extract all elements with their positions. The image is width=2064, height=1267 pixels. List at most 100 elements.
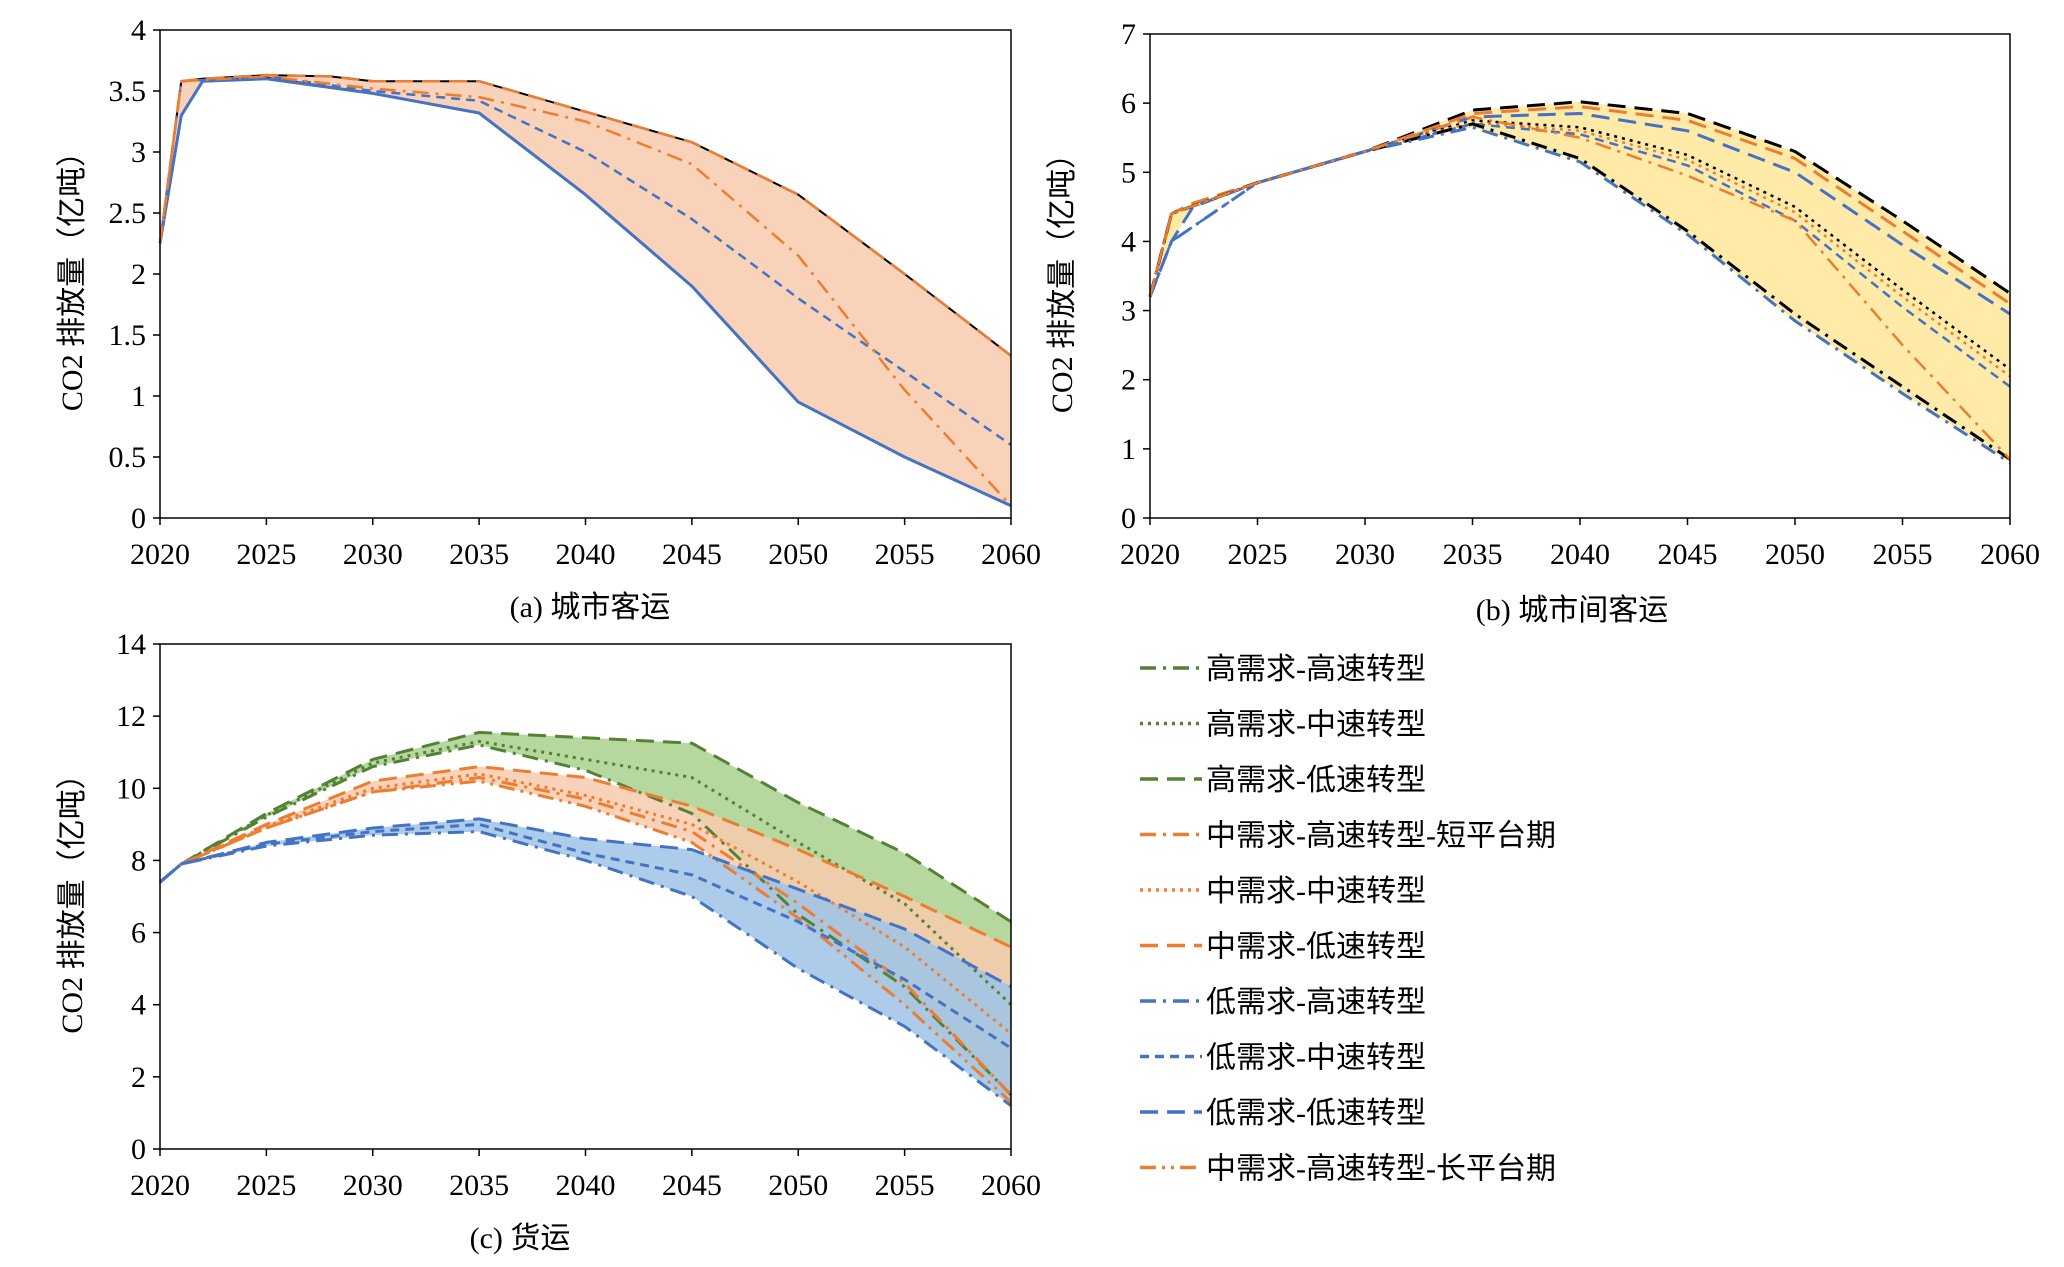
panel-b-x-tick-label: 2055 bbox=[1873, 538, 1933, 571]
panel-a-y-tick-label: 3 bbox=[131, 136, 146, 169]
panel-b-x-tick-label: 2045 bbox=[1658, 538, 1718, 571]
panel-c-band-0 bbox=[160, 732, 1011, 1095]
panel-b-bands bbox=[1150, 101, 2010, 463]
legend-label-3: 中需求-高速转型-短平台期 bbox=[1206, 820, 1556, 853]
panel-b-x-tick-label: 2050 bbox=[1765, 538, 1825, 571]
panel-a-y-tick-label: 2 bbox=[131, 258, 146, 291]
panel-a-x-tick-label: 2025 bbox=[236, 538, 296, 571]
panel-a-band-0 bbox=[160, 75, 1011, 506]
panel-b-x-tick-label: 2035 bbox=[1443, 538, 1503, 571]
panel-c-x-tick-label: 2050 bbox=[768, 1169, 828, 1202]
panel-b-y-tick-label: 4 bbox=[1121, 225, 1136, 258]
panel-b-y-axis-label: CO2 排放量（亿吨） bbox=[1046, 139, 1079, 413]
legend-label-6: 低需求-高速转型 bbox=[1206, 986, 1426, 1019]
panel-a-y-tick-label: 2.5 bbox=[109, 197, 147, 230]
panel-a-y-tick-label: 0 bbox=[131, 502, 146, 535]
legend-label-5: 中需求-低速转型 bbox=[1206, 931, 1426, 964]
panel-c-x-tick-label: 2040 bbox=[556, 1169, 616, 1202]
legend-label-2: 高需求-低速转型 bbox=[1206, 764, 1426, 797]
panel-b-y-tick-label: 0 bbox=[1121, 502, 1136, 535]
panel-a-x-tick-label: 2050 bbox=[768, 538, 828, 571]
panel-b-band-0 bbox=[1150, 101, 2010, 463]
panel-c-y-tick-label: 14 bbox=[116, 628, 146, 661]
panel-a-y-ticks: 0 0.5 1 1.5 2 2.5 3 3.5 4 bbox=[109, 14, 160, 535]
panel-c-x-tick-label: 2045 bbox=[662, 1169, 722, 1202]
panel-c-y-tick-label: 12 bbox=[116, 700, 146, 733]
panel-c-x-tick-label: 2030 bbox=[343, 1169, 403, 1202]
panel-a-x-tick-label: 2020 bbox=[130, 538, 190, 571]
panel-a-x-tick-label: 2035 bbox=[449, 538, 509, 571]
legend-label-0: 高需求-高速转型 bbox=[1206, 653, 1426, 686]
panel-c-bands bbox=[160, 732, 1011, 1106]
panel-a-lines bbox=[158, 73, 1012, 508]
panel-c-x-tick-label: 2055 bbox=[875, 1169, 935, 1202]
panel-a-y-tick-label: 1.5 bbox=[109, 319, 147, 352]
panel-a-series-2 bbox=[158, 77, 1012, 508]
panel-b-y-tick-label: 7 bbox=[1121, 18, 1136, 51]
chart-panel-b: 2020 2025 2030 2035 2040 2045 2050 2055 2060 0 1 2… bbox=[1046, 18, 2040, 627]
panel-c-y-tick-label: 8 bbox=[131, 844, 146, 877]
panel-c-y-tick-label: 2 bbox=[131, 1061, 146, 1094]
panel-b-y-tick-label: 6 bbox=[1121, 87, 1136, 120]
panel-b-lines bbox=[1148, 100, 2011, 464]
panel-c-x-ticks: 2020 2025 2030 2035 2040 2045 2050 2055 2060 bbox=[130, 1149, 1041, 1202]
panel-c-y-tick-label: 6 bbox=[131, 917, 146, 950]
panel-b-caption: (b) 城市间客运 bbox=[1476, 594, 1668, 627]
panel-c-series-5 bbox=[159, 776, 1013, 1096]
panel-a-y-tick-label: 1 bbox=[131, 380, 146, 413]
chart-panel-a: 2020 2025 2030 2035 2040 2045 2050 2055 2060 0 0.… bbox=[56, 14, 1041, 624]
chart-panel-c: 2020 2025 2030 2035 2040 2045 2050 2055 2060 0 2 4… bbox=[56, 628, 1041, 1255]
panel-b-x-tick-label: 2040 bbox=[1550, 538, 1610, 571]
panel-c-series-8 bbox=[159, 822, 1012, 1050]
panel-c-y-ticks: 0 2 4 6 8 10 12 14 bbox=[116, 628, 160, 1166]
panel-b-y-tick-label: 5 bbox=[1121, 156, 1136, 189]
panel-b-x-ticks: 2020 2025 2030 2035 2040 2045 2050 2055 2060 bbox=[1120, 518, 2040, 571]
legend-label-9: 中需求-高速转型-长平台期 bbox=[1206, 1153, 1556, 1186]
panel-c-y-tick-label: 10 bbox=[116, 772, 146, 805]
panel-a-x-tick-label: 2060 bbox=[981, 538, 1041, 571]
legend-label-1: 高需求-中速转型 bbox=[1206, 709, 1426, 742]
legend-label-4: 中需求-中速转型 bbox=[1206, 875, 1426, 908]
panel-a-series-6 bbox=[158, 73, 1012, 357]
panel-a-series-4 bbox=[158, 75, 1012, 446]
panel-b-x-tick-label: 2025 bbox=[1228, 538, 1288, 571]
panel-c-x-tick-label: 2035 bbox=[449, 1169, 509, 1202]
panel-c-series-0 bbox=[159, 730, 1012, 924]
panel-c-y-tick-label: 0 bbox=[131, 1133, 146, 1166]
panel-b-x-tick-label: 2060 bbox=[1980, 538, 2040, 571]
panel-a-x-ticks: 2020 2025 2030 2035 2040 2045 2050 2055 2060 bbox=[130, 518, 1041, 571]
panel-b-y-tick-label: 1 bbox=[1121, 433, 1136, 466]
panel-a-y-axis-label: CO2 排放量（亿吨） bbox=[56, 137, 89, 411]
panel-b-y-ticks: 0 1 2 3 4 5 6 7 bbox=[1121, 18, 1150, 535]
panel-c-series-6 bbox=[159, 779, 1013, 1104]
panel-c-series-2 bbox=[159, 743, 1013, 1096]
legend-label-8: 低需求-低速转型 bbox=[1206, 1097, 1426, 1130]
panel-a-bands bbox=[160, 75, 1011, 506]
panel-a-x-tick-label: 2045 bbox=[662, 538, 722, 571]
panel-c-lines bbox=[159, 730, 1013, 1107]
panel-c-x-tick-label: 2025 bbox=[236, 1169, 296, 1202]
panel-a-y-tick-label: 0.5 bbox=[109, 441, 147, 474]
panel-c-y-axis-label: CO2 排放量（亿吨） bbox=[56, 759, 89, 1033]
panel-a-x-tick-label: 2040 bbox=[556, 538, 616, 571]
panel-a-y-tick-label: 4 bbox=[131, 14, 146, 47]
panel-b-x-tick-label: 2020 bbox=[1120, 538, 1180, 571]
panel-a-x-tick-label: 2030 bbox=[343, 538, 403, 571]
panel-c-series-7 bbox=[159, 817, 1012, 989]
panel-a-caption: (a) 城市客运 bbox=[510, 591, 671, 624]
panel-b-y-tick-label: 2 bbox=[1121, 364, 1136, 397]
panel-c-x-tick-label: 2060 bbox=[981, 1169, 1041, 1202]
panel-c-y-tick-label: 4 bbox=[131, 989, 146, 1022]
panel-c-caption: (c) 货运 bbox=[470, 1222, 571, 1255]
legend: 高需求-高速转型高需求-中速转型高需求-低速转型中需求-高速转型-短平台期中需求… bbox=[1140, 653, 1556, 1186]
panel-b-series-7 bbox=[1148, 125, 2011, 464]
panel-c-x-tick-label: 2020 bbox=[130, 1169, 190, 1202]
panel-b-x-tick-label: 2030 bbox=[1335, 538, 1395, 571]
legend-label-7: 低需求-中速转型 bbox=[1206, 1042, 1426, 1075]
panel-c-series-9 bbox=[159, 830, 1012, 1107]
panel-a-x-tick-label: 2055 bbox=[875, 538, 935, 571]
panel-a-y-tick-label: 3.5 bbox=[109, 75, 147, 108]
panel-c-series-3 bbox=[159, 765, 1012, 949]
panel-b-y-tick-label: 3 bbox=[1121, 295, 1136, 328]
